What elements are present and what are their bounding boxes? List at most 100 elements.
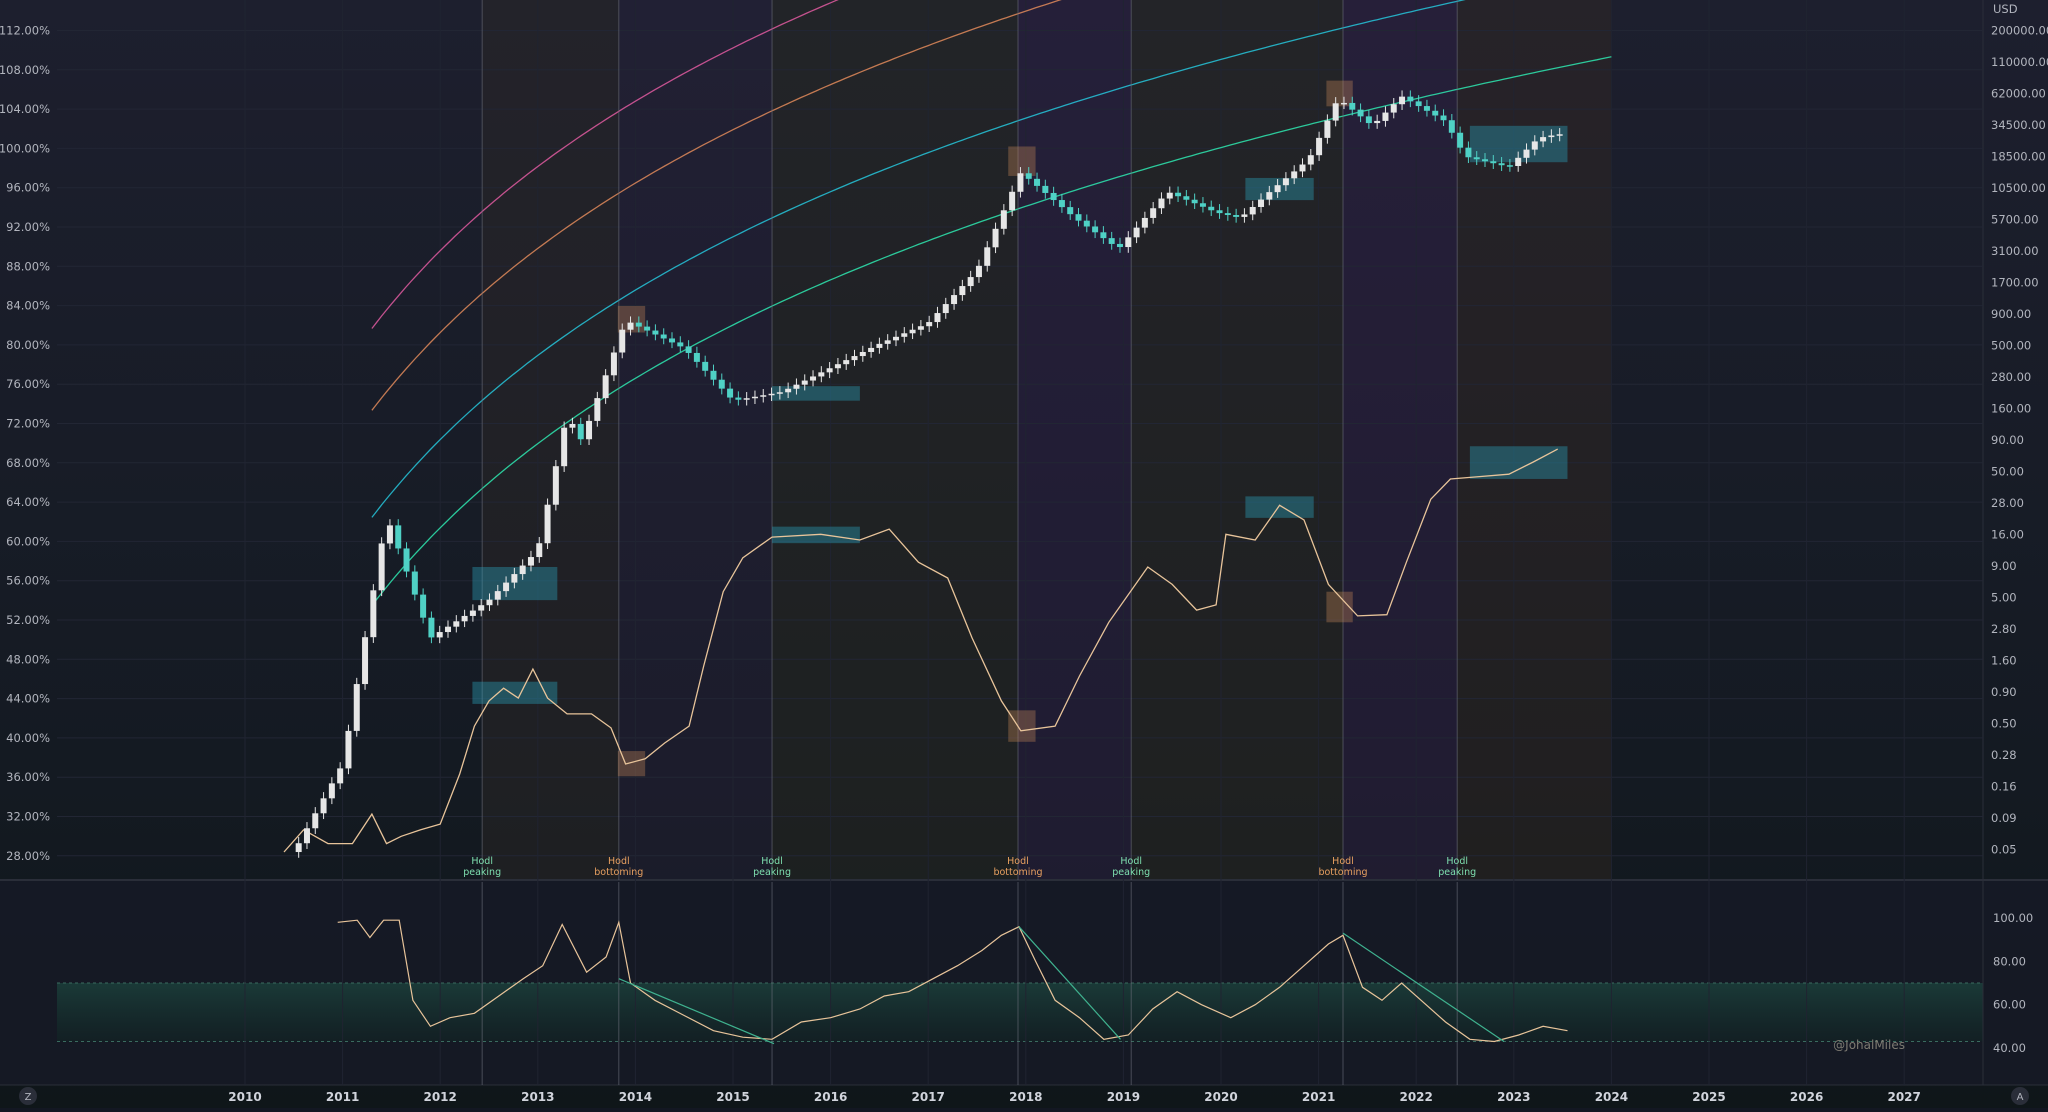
candle-body-149: [1531, 141, 1538, 150]
candle-body-41: [635, 322, 642, 327]
osc-axis-tick: 100.00: [1993, 911, 2033, 925]
right-axis-tick: 5700.00: [1991, 213, 2039, 227]
candle-body-132: [1390, 104, 1397, 113]
left-axis-tick: 64.00%: [6, 495, 50, 509]
candle-body-109: [1199, 203, 1206, 207]
cycle-label-word2-3: bottoming: [993, 867, 1042, 878]
right-axis-tick: 10500.00: [1991, 181, 2046, 195]
candle-body-63: [818, 372, 825, 377]
candle-body-22: [478, 605, 485, 611]
hodl-wave-line: [283, 448, 1559, 853]
candle-body-117: [1266, 192, 1273, 200]
candle-body-13: [403, 548, 410, 572]
candle-body-103: [1150, 208, 1157, 218]
left-axis-tick: 96.00%: [6, 181, 50, 195]
left-axis-tick: 76.00%: [6, 377, 50, 391]
candle-body-37: [602, 375, 609, 399]
candle-body-148: [1523, 149, 1530, 158]
rainbow-band-0: [371, 0, 839, 329]
candle-body-112: [1224, 213, 1231, 216]
right-axis-tick: 9.00: [1991, 559, 2017, 573]
cycle-label-word2-0: peaking: [463, 867, 501, 878]
candle-body-104: [1158, 198, 1165, 209]
left-axis-tick: 40.00%: [6, 731, 50, 745]
candle-body-139: [1448, 120, 1455, 133]
candle-body-88: [1025, 173, 1032, 179]
candle-body-82: [975, 265, 982, 278]
candle-body-12: [395, 525, 402, 549]
candle-body-87: [1017, 173, 1024, 192]
candle-body-73: [901, 333, 908, 337]
candle-body-26: [511, 574, 518, 583]
candle-body-25: [503, 582, 510, 592]
candle-body-106: [1175, 192, 1182, 197]
left-axis-tick: 68.00%: [6, 456, 50, 470]
rainbow-band-2: [371, 0, 1466, 518]
candle-body-47: [685, 346, 692, 353]
candle-body-136: [1423, 106, 1430, 111]
candle-body-17: [436, 632, 443, 638]
left-axis-tick: 88.00%: [6, 259, 50, 273]
x-axis-tick-2011: 2011: [326, 1090, 359, 1104]
rainbow-band-1: [371, 0, 1062, 411]
right-axis-tick: 110000.00: [1991, 55, 2048, 69]
candle-body-134: [1407, 96, 1414, 102]
x-axis-tick-2024: 2024: [1595, 1090, 1628, 1104]
right-axis-tick: 1700.00: [1991, 276, 2039, 290]
cycle-label-word2-1: bottoming: [594, 867, 643, 878]
candle-body-108: [1191, 199, 1198, 204]
candle-body-146: [1506, 165, 1513, 167]
x-axis-tick-2013: 2013: [521, 1090, 554, 1104]
candle-body-140: [1457, 132, 1464, 148]
candle-body-94: [1075, 214, 1082, 221]
cycle-label-word1-3: Hodl: [1007, 856, 1029, 867]
candle-body-59: [785, 388, 792, 393]
right-axis-tick: 50.00: [1991, 465, 2024, 479]
left-axis-tick: 100.00%: [0, 141, 50, 155]
candle-body-115: [1249, 206, 1256, 215]
candle-body-100: [1125, 237, 1132, 248]
right-axis-tick: 62000.00: [1991, 87, 2046, 101]
cycle-label-word1-0: Hodl: [471, 856, 493, 867]
x-axis-tick-2015: 2015: [716, 1090, 749, 1104]
right-axis-tick: 16.00: [1991, 528, 2024, 542]
candle-body-130: [1374, 120, 1381, 124]
cycle-label-word2-2: peaking: [753, 867, 791, 878]
oscillator-band: [57, 983, 1983, 1042]
candle-body-74: [909, 329, 916, 334]
candle-body-50: [710, 370, 717, 380]
candle-body-143: [1482, 159, 1489, 162]
x-axis-tick-2019: 2019: [1107, 1090, 1140, 1104]
left-axis-tick: 104.00%: [0, 102, 50, 116]
x-axis-tick-2025: 2025: [1692, 1090, 1725, 1104]
candle-body-145: [1498, 163, 1505, 166]
candle-body-75: [917, 326, 924, 330]
candle-body-97: [1100, 232, 1107, 239]
candle-body-57: [768, 393, 775, 396]
candle-body-68: [859, 351, 866, 357]
candle-body-125: [1332, 103, 1339, 121]
right-axis-tick: 2.80: [1991, 622, 2017, 636]
x-axis-tick-2018: 2018: [1009, 1090, 1042, 1104]
candle-body-54: [743, 398, 750, 400]
candle-body-61: [801, 380, 808, 385]
left-axis-tick: 28.00%: [6, 849, 50, 863]
right-axis-tick: 900.00: [1991, 307, 2031, 321]
right-axis-tick: 1.60: [1991, 654, 2017, 668]
right-axis-tick: 18500.00: [1991, 150, 2046, 164]
candle-body-135: [1415, 101, 1422, 107]
x-axis-tick-2017: 2017: [911, 1090, 944, 1104]
candle-body-101: [1133, 227, 1140, 238]
x-axis-tick-2021: 2021: [1302, 1090, 1335, 1104]
peaking-box-7: [1469, 446, 1568, 479]
right-axis-tick: 5.00: [1991, 591, 2017, 605]
cycle-label-word1-2: Hodl: [761, 856, 783, 867]
candle-body-133: [1399, 96, 1406, 105]
bottoming-box-4: [1326, 80, 1353, 107]
candle-body-2: [312, 813, 319, 829]
cycle-label-word2-5: bottoming: [1318, 867, 1367, 878]
osc-trendline-2: [1342, 932, 1505, 1042]
oscillator-line: [337, 919, 1568, 1043]
